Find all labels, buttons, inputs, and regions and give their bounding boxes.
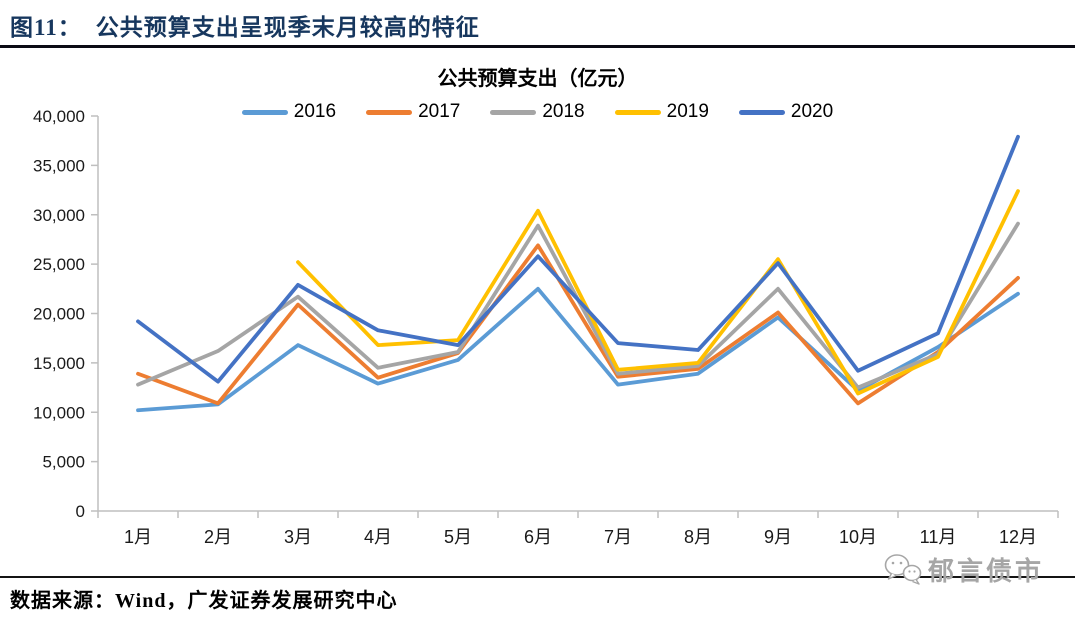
legend-label-2019: 2019: [666, 101, 709, 122]
figure-header: 图11： 公共预算支出呈现季末月较高的特征: [10, 8, 1065, 42]
legend-label-2018: 2018: [542, 101, 585, 122]
wechat-icon: [884, 553, 922, 585]
legend-swatch-2018: [490, 109, 537, 115]
header-divider: [0, 45, 1075, 48]
x-tick-label: 2月: [204, 527, 232, 547]
x-tick-label: 12月: [999, 527, 1037, 547]
watermark: 郁言债市: [882, 551, 1044, 588]
y-tick-label: 15,000: [33, 354, 85, 373]
x-tick-label: 8月: [684, 527, 712, 547]
x-tick-label: 1月: [124, 527, 152, 547]
legend-item-2016: 2016: [241, 101, 337, 123]
legend-label-2016: 2016: [293, 101, 337, 122]
legend-swatch-2019: [614, 109, 661, 115]
footer-divider: [0, 576, 1075, 578]
figure-number: 图11：: [10, 15, 82, 40]
x-tick-label: 11月: [920, 527, 957, 547]
legend-item-2018: 2018: [490, 101, 585, 123]
legend-label-2020: 2020: [790, 101, 834, 122]
legend-swatch-2020: [738, 109, 785, 115]
series-line-2016: [136, 286, 1020, 413]
x-tick-label: 4月: [364, 527, 392, 547]
x-tick-label: 10月: [839, 527, 877, 547]
x-tick-label: 3月: [284, 527, 312, 547]
x-tick-label: 6月: [524, 527, 552, 547]
legend-item-2017: 2017: [366, 101, 460, 123]
legend-swatch-2016: [241, 109, 288, 115]
legend-item-2020: 2020: [738, 101, 834, 123]
x-tick-label: 5月: [444, 527, 472, 547]
y-tick-label: 35,000: [33, 156, 85, 175]
chart-legend: 2016 2017 2018 2019 2020: [0, 101, 1075, 123]
y-tick-label: 20,000: [33, 305, 85, 324]
legend-swatch-2017: [366, 109, 413, 115]
legend-item-2019: 2019: [614, 101, 709, 123]
y-tick-label: 25,000: [33, 255, 85, 274]
x-tick-label: 9月: [764, 527, 792, 547]
y-tick-label: 5,000: [42, 453, 85, 472]
y-tick-label: 0: [76, 502, 85, 521]
legend-label-2017: 2017: [418, 101, 461, 122]
chart-title: 公共预算支出（亿元）: [437, 68, 638, 90]
series-line-2018: [136, 221, 1020, 390]
line-chart-plot: 0 5,000 10,000 15,000 20,000 25,000 30,000 35,0…: [33, 107, 1059, 547]
series-line-2019: [296, 189, 1020, 396]
figure-title: 公共预算支出呈现季末月较高的特征: [95, 15, 480, 40]
series-line-2017: [136, 243, 1020, 406]
y-tick-label: 30,000: [33, 206, 85, 225]
x-tick-label: 7月: [604, 527, 632, 547]
series-line-2020: [136, 134, 1020, 384]
y-tick-label: 10,000: [33, 403, 85, 422]
data-source: 数据来源：Wind，广发证券发展研究中心: [10, 590, 398, 612]
watermark-label: 郁言债市: [928, 557, 1045, 586]
y-tick-label: 40,000: [33, 107, 85, 126]
